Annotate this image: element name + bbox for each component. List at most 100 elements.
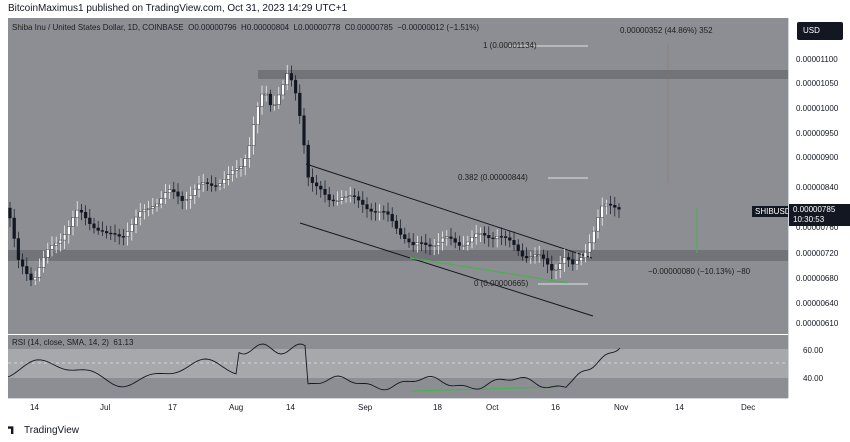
time-tick: Aug — [229, 403, 244, 412]
candle-body — [193, 188, 197, 196]
candle-body — [487, 235, 491, 239]
candle-body — [508, 237, 512, 241]
price-tick: 0.00000950 — [796, 129, 839, 138]
candle-body — [12, 217, 16, 239]
candle-body — [386, 211, 390, 215]
legend-c-label: C — [344, 23, 351, 32]
legend-l-value: 0.00000778 — [298, 23, 341, 32]
candle-body — [42, 257, 46, 268]
candle-body — [453, 238, 457, 243]
time-tick: 14 — [286, 403, 295, 412]
candle-body — [285, 73, 289, 85]
candle-body — [399, 228, 403, 235]
candle-body — [235, 168, 239, 171]
price-pane[interactable]: Shiba Inu / United States Dollar, 1D, CO… — [8, 18, 794, 334]
candle-body — [323, 189, 327, 195]
fib-label-0: 0 (0.00000665) — [474, 279, 529, 288]
candles-group — [8, 64, 621, 287]
candle-body — [58, 239, 62, 244]
channel-lower-line — [299, 222, 594, 317]
candle-body — [172, 189, 176, 193]
rsi-legend: RSI (14, close, SMA, 14, 2) 61.13 — [12, 338, 133, 347]
candle-body — [369, 208, 373, 212]
publish-info: BitcoinMaximus1 published on TradingView… — [8, 3, 348, 14]
rsi-tick-60: 60.00 — [803, 346, 824, 355]
candle-body — [138, 211, 142, 218]
candle-body — [495, 236, 499, 239]
candle-body — [382, 211, 386, 213]
price-tick: 0.00001050 — [796, 79, 839, 88]
rsi-legend-label: RSI (14, close, SMA, 14, 2) — [12, 338, 109, 347]
rsi-chart-svg[interactable] — [8, 335, 788, 398]
candle-body — [340, 197, 344, 201]
candle-body — [67, 226, 71, 235]
chart-area[interactable]: Shiba Inu / United States Dollar, 1D, CO… — [8, 18, 850, 419]
candle-body — [596, 217, 600, 232]
candle-body — [315, 182, 319, 187]
candle-body — [146, 208, 151, 210]
time-tick: 17 — [168, 403, 177, 412]
candle-body — [344, 196, 348, 198]
rsi-tick-40: 40.00 — [803, 374, 824, 383]
candle-body — [373, 211, 377, 213]
candle-body — [83, 211, 88, 219]
candle-body — [352, 195, 356, 197]
time-axis[interactable]: 14 Jul 17 Aug 14 Sep 18 Oct 16 Nov 14 De… — [8, 398, 788, 419]
channel-upper-line — [305, 163, 593, 259]
candle-body — [71, 217, 75, 227]
symbol-price-label: SHIBUSD — [752, 206, 794, 217]
candle-body — [504, 236, 508, 238]
candle-body — [609, 203, 613, 206]
candle-body — [415, 242, 419, 246]
candle-body — [46, 249, 50, 258]
candle-body — [75, 209, 79, 218]
candle-body — [478, 233, 482, 235]
candle-body — [151, 206, 155, 209]
candle-body — [188, 194, 193, 200]
currency-button[interactable]: USD — [797, 22, 843, 40]
candle-body — [394, 220, 398, 229]
candle-body — [403, 234, 407, 239]
candle-body — [63, 234, 67, 241]
candle-body — [176, 191, 180, 197]
candle-body — [361, 199, 365, 205]
candle-body — [512, 240, 516, 245]
candle-body — [88, 217, 92, 225]
candle-body — [600, 205, 604, 218]
candle-body — [483, 233, 487, 236]
price-tick: 0.00000640 — [796, 299, 839, 308]
legend-symbol: Shiba Inu / United States Dollar, 1D, CO… — [12, 23, 184, 32]
candle-body — [100, 230, 104, 232]
candle-body — [142, 209, 146, 213]
candle-body — [499, 236, 503, 238]
time-tick: Dec — [741, 403, 756, 412]
price-axis[interactable]: USD 0.00001100 0.00001050 0.00001000 0.0000… — [788, 18, 850, 398]
candle-body — [294, 79, 298, 94]
candle-body — [537, 254, 541, 257]
legend-h-value: 0.00000804 — [246, 23, 290, 32]
candle-body — [260, 93, 264, 107]
price-chart-svg[interactable] — [8, 18, 788, 334]
candle-body — [96, 227, 100, 231]
price-tick: 0.00000840 — [796, 183, 839, 192]
candle-body — [29, 273, 33, 281]
candle-body — [104, 231, 109, 234]
tradingview-logo[interactable]: TradingView — [8, 425, 79, 436]
candle-body — [310, 177, 314, 183]
candle-body — [134, 216, 138, 225]
candle-body — [365, 204, 369, 210]
candle-body — [109, 232, 113, 235]
candle-body — [155, 203, 159, 207]
rsi-pane[interactable]: RSI (14, close, SMA, 14, 2) 61.13 — [8, 335, 788, 398]
candle-body — [130, 224, 134, 232]
divergence-line-rsi — [411, 386, 559, 392]
candle-body — [357, 196, 361, 201]
candle-body — [117, 234, 121, 237]
fib-label-382: 0.382 (0.00000844) — [458, 173, 528, 182]
candle-body — [180, 196, 184, 201]
candle-body — [592, 230, 596, 244]
candle-body — [588, 242, 592, 253]
tradingview-icon — [8, 426, 14, 435]
candle-body — [516, 244, 520, 252]
candle-body — [462, 244, 466, 247]
